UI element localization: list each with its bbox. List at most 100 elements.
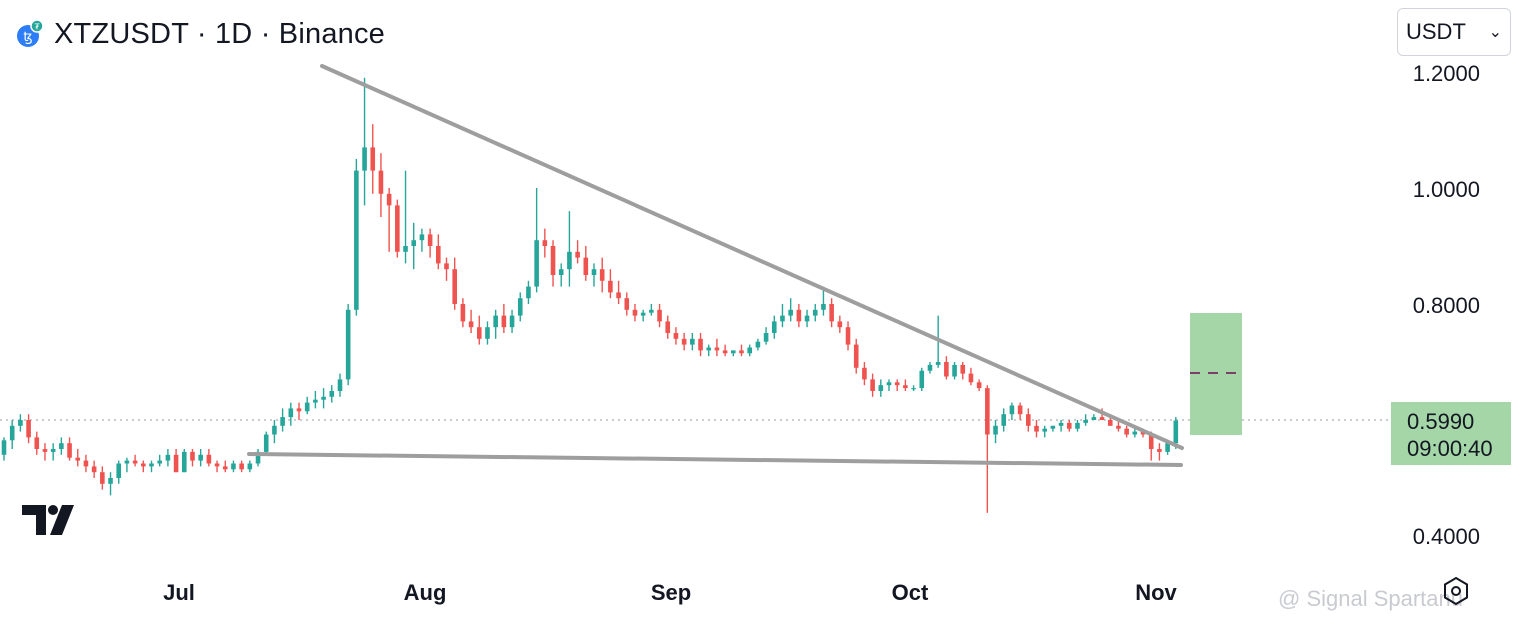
chart-title: XTZUSDT · 1D · Binance — [54, 17, 386, 50]
candle-body — [599, 269, 605, 281]
candle-body — [67, 443, 72, 458]
candle-body — [714, 347, 720, 351]
candle-body — [378, 170, 384, 194]
candle-body — [935, 362, 941, 365]
candles-group — [1, 77, 1179, 513]
candle-body — [780, 315, 785, 322]
candle-body — [771, 321, 777, 333]
candle-body — [304, 402, 310, 412]
candle-body — [272, 425, 277, 435]
candle-body — [50, 449, 56, 452]
candle-body — [124, 460, 130, 464]
support-trendline — [247, 452, 1183, 467]
svg-text:ꜩ: ꜩ — [23, 30, 32, 45]
candle-body — [853, 344, 859, 368]
candle-body — [1075, 422, 1080, 429]
y-axis-label: 0.4000 — [1412, 524, 1480, 549]
candle-body — [460, 304, 466, 322]
last-price-badge: 0.5990 09:00:40 — [1391, 402, 1511, 465]
candle-body — [165, 454, 171, 461]
candle-body — [452, 269, 457, 304]
candle-body — [575, 251, 580, 258]
candle-body — [616, 292, 621, 299]
candle-body — [632, 309, 638, 316]
candle-body — [624, 298, 630, 310]
candle-body — [812, 309, 818, 316]
tradingview-logo — [22, 505, 74, 535]
candle-body — [296, 408, 302, 412]
candle-countdown: 09:00:40 — [1407, 436, 1493, 461]
candle-body — [411, 240, 417, 246]
candle-body — [985, 388, 990, 435]
candle-body — [993, 425, 998, 435]
candle-body — [796, 309, 802, 322]
candle-body — [321, 396, 326, 400]
candle-body — [591, 269, 597, 275]
candle-body — [419, 234, 425, 241]
settings-icon[interactable] — [1441, 576, 1471, 606]
candle-body — [370, 147, 376, 171]
x-axis-label: Nov — [1135, 580, 1177, 605]
candle-body — [968, 373, 974, 383]
candle-body — [509, 315, 515, 328]
candle-body — [1058, 422, 1064, 426]
candle-body — [34, 437, 40, 449]
candle-body — [1124, 428, 1129, 435]
candle-body — [1099, 417, 1105, 420]
candle-body — [75, 457, 81, 461]
candle-body — [1157, 449, 1162, 452]
candle-body — [1, 440, 7, 455]
x-axis-label: Aug — [403, 580, 447, 605]
candle-body — [468, 321, 474, 328]
candle-body — [927, 364, 933, 371]
candle-body — [280, 417, 285, 426]
candle-body — [542, 240, 548, 246]
candle-body — [59, 443, 64, 449]
candle-body — [640, 312, 646, 316]
candle-body — [403, 246, 408, 252]
candle-body — [608, 280, 613, 293]
candle-body — [231, 463, 236, 470]
candle-body — [476, 327, 482, 339]
candle-body — [313, 399, 318, 403]
candle-body — [583, 257, 589, 275]
candle-body — [911, 388, 916, 390]
candle-body — [706, 347, 712, 351]
candle-body — [132, 460, 138, 464]
chevron-down-icon: ⌄ — [1488, 24, 1502, 41]
candle-body — [845, 327, 851, 345]
candle-body — [222, 466, 228, 470]
candle-body — [329, 391, 335, 397]
y-axis-label: 1.0000 — [1412, 177, 1480, 202]
candle-body — [83, 460, 89, 467]
candle-body — [944, 362, 949, 377]
candle-body — [1091, 417, 1097, 420]
candle-body — [354, 170, 359, 310]
candle-body — [255, 451, 261, 464]
candle-body — [501, 315, 507, 328]
candle-body — [214, 463, 220, 467]
candle-body — [9, 425, 15, 441]
watermark: @ Signal Spartanu — [1278, 586, 1463, 612]
candle-body — [755, 341, 761, 348]
currency-select[interactable]: USDT ⌄ — [1397, 8, 1511, 56]
candle-body — [690, 338, 695, 345]
candle-body — [247, 463, 253, 470]
y-axis-label: 0.8000 — [1412, 293, 1480, 318]
last-price-value: 0.5990 — [1407, 409, 1475, 434]
candle-body — [821, 304, 826, 310]
candle-body — [681, 338, 687, 345]
x-axis-label: Oct — [891, 580, 929, 605]
candle-body — [878, 385, 884, 391]
candle-body — [190, 451, 195, 461]
candle-body — [206, 454, 212, 464]
candle-body — [919, 370, 925, 389]
candle-body — [493, 315, 498, 328]
candle-body — [837, 321, 843, 328]
candle-body — [1173, 420, 1179, 444]
candle-body — [1140, 431, 1146, 435]
candle-body — [747, 347, 752, 354]
candle-body — [337, 379, 343, 391]
candle-body — [427, 234, 433, 246]
